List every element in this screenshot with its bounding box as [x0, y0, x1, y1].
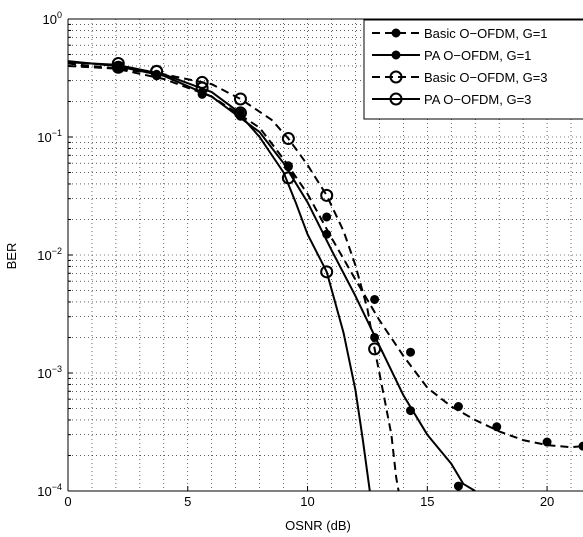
y-tick-label: 10−2: [37, 246, 62, 263]
series-4: [68, 56, 382, 491]
series-point: [453, 481, 463, 491]
series-line: [68, 61, 371, 491]
series-point: [150, 64, 164, 78]
series-point: [542, 437, 552, 447]
legend-entry: PA O−OFDM, G=3: [424, 92, 531, 107]
series-point: [368, 342, 382, 356]
y-tick-label: 100: [43, 10, 62, 27]
x-axis-label: OSNR (dB): [285, 518, 351, 533]
y-tick-label: 10−3: [37, 364, 62, 381]
series-point: [322, 229, 332, 239]
y-tick-label: 10−4: [37, 482, 62, 499]
y-axis-label: BER: [4, 243, 19, 270]
series-point: [492, 422, 502, 432]
series-line: [68, 60, 476, 491]
legend-entry: PA O−OFDM, G=1: [424, 48, 531, 63]
series-point: [233, 106, 247, 120]
tick-labels: 0 5 10 15 20 100 10−1 10−2 10−3 10−4: [37, 10, 554, 509]
series-point: [578, 441, 583, 451]
series-point: [453, 402, 463, 412]
axes: [67, 18, 583, 492]
series-point: [322, 212, 332, 222]
series-point: [281, 171, 295, 185]
x-tick-label: 5: [184, 494, 191, 509]
x-tick-label: 15: [420, 494, 434, 509]
series-point: [283, 162, 293, 172]
series-point: [195, 81, 209, 95]
legend-entry: Basic O−OFDM, G=3: [424, 70, 548, 85]
series-point: [233, 92, 247, 106]
legend-marker: [389, 70, 403, 84]
legend-marker: [391, 28, 401, 38]
series-point: [281, 132, 295, 146]
legend-entry: Basic O−OFDM, G=1: [424, 26, 548, 41]
series-point: [406, 406, 416, 416]
series-point: [320, 265, 334, 279]
x-tick-label: 20: [540, 494, 554, 509]
series-point: [111, 56, 125, 70]
x-tick-label: 10: [300, 494, 314, 509]
legend: Basic O−OFDM, G=1 PA O−OFDM, G=1 Basic O−O…: [363, 19, 583, 120]
series-point: [406, 347, 416, 357]
legend-marker: [389, 92, 403, 106]
series-point: [320, 188, 334, 202]
x-tick-label: 0: [64, 494, 71, 509]
grid: [68, 19, 583, 491]
legend-marker: [391, 50, 401, 60]
series-point: [370, 294, 380, 304]
y-tick-label: 10−1: [37, 128, 62, 145]
series-layer: [68, 56, 583, 491]
